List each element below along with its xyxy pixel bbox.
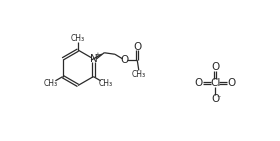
Text: O: O (121, 55, 129, 65)
Text: N: N (90, 54, 97, 64)
Text: CH₃: CH₃ (98, 79, 112, 88)
Text: O: O (211, 94, 219, 104)
Text: ⁻: ⁻ (217, 93, 221, 102)
Text: O: O (211, 62, 219, 72)
Text: O: O (227, 78, 235, 88)
Text: CH₃: CH₃ (71, 34, 85, 43)
Text: +: + (95, 52, 101, 58)
Text: CH₃: CH₃ (132, 70, 146, 79)
Text: O: O (133, 42, 141, 52)
Text: O: O (195, 78, 203, 88)
Text: Cl: Cl (210, 78, 220, 88)
Text: CH₃: CH₃ (44, 79, 58, 88)
